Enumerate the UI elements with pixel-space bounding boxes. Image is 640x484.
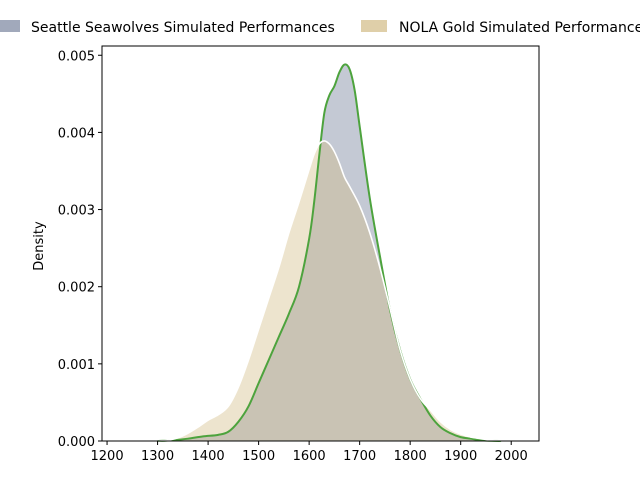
y-tick-label: 0.002 (58, 281, 95, 296)
x-tick-label: 1800 (394, 449, 427, 464)
y-tick-label: 0.005 (58, 49, 95, 64)
legend-swatch-nola (361, 20, 387, 32)
density-line-seattle (157, 63, 502, 442)
y-tick-label: 0.004 (58, 126, 95, 141)
x-tick-label: 2000 (495, 449, 528, 464)
legend-label-nola: NOLA Gold Simulated Performances (399, 20, 640, 36)
y-axis-label: Density (32, 221, 47, 271)
y-tick-label: 0.001 (58, 358, 95, 373)
x-tick-label: 1600 (293, 449, 326, 464)
density-area-nola (157, 140, 512, 441)
x-tick-label: 1200 (91, 449, 124, 464)
x-tick-label: 1300 (141, 449, 174, 464)
y-axis: 0.000 0.001 0.002 0.003 0.004 0.005 (58, 49, 102, 450)
x-tick-label: 1500 (242, 449, 275, 464)
y-tick-label: 0.000 (58, 435, 95, 450)
x-tick-label: 1400 (192, 449, 225, 464)
density-area-seattle (157, 64, 502, 441)
legend-label-seattle: Seattle Seawolves Simulated Performances (31, 20, 335, 36)
x-axis: 1200 1300 1400 1500 1600 1700 1800 1900 2000 (91, 441, 528, 464)
y-tick-label: 0.003 (58, 204, 95, 219)
x-tick-label: 1700 (343, 449, 376, 464)
legend-item-nola: NOLA Gold Simulated Performances (361, 20, 640, 36)
legend-item-seattle: Seattle Seawolves Simulated Performances (0, 20, 335, 36)
legend: Seattle Seawolves Simulated Performances… (0, 20, 640, 36)
plot-area (157, 63, 512, 442)
axes-frame (101, 45, 540, 442)
density-line-nola (157, 140, 512, 442)
legend-swatch-seattle (0, 20, 20, 32)
x-tick-label: 1900 (444, 449, 477, 464)
